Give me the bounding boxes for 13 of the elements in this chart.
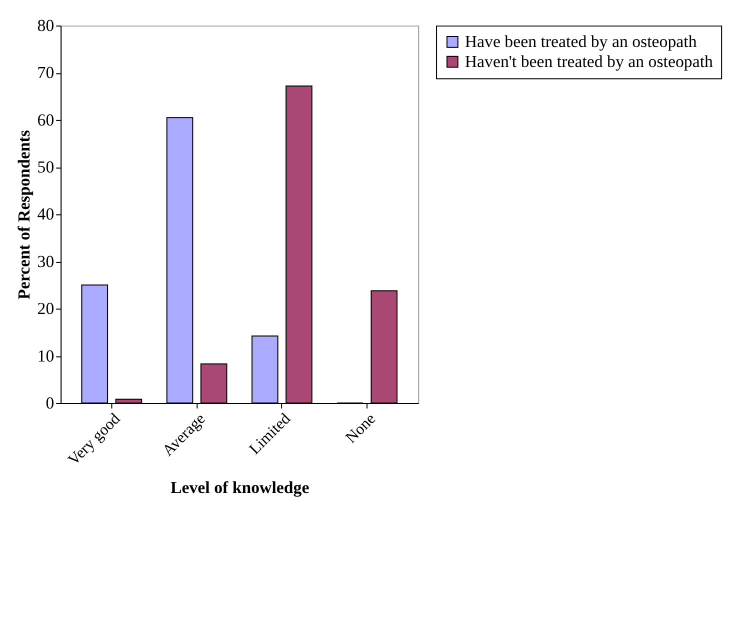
legend-label: Have been treated by an osteopath (464, 32, 698, 51)
legend-label: Haven't been treated by an osteopath (464, 52, 714, 71)
y-tick-label: 60 (37, 110, 54, 130)
y-tick-label: 50 (37, 158, 54, 177)
y-tick-label: 20 (37, 299, 54, 318)
y-tick-label: 0 (46, 393, 54, 412)
y-tick-label: 30 (37, 252, 54, 271)
y-tick-label: 40 (37, 204, 54, 224)
x-axis-title: Level of knowledge (170, 478, 310, 498)
y-tick-label: 70 (37, 63, 54, 82)
y-axis-title: Percent of Respondents (14, 130, 34, 300)
y-tick-label: 80 (37, 16, 54, 36)
y-tick-label: 10 (37, 346, 54, 366)
